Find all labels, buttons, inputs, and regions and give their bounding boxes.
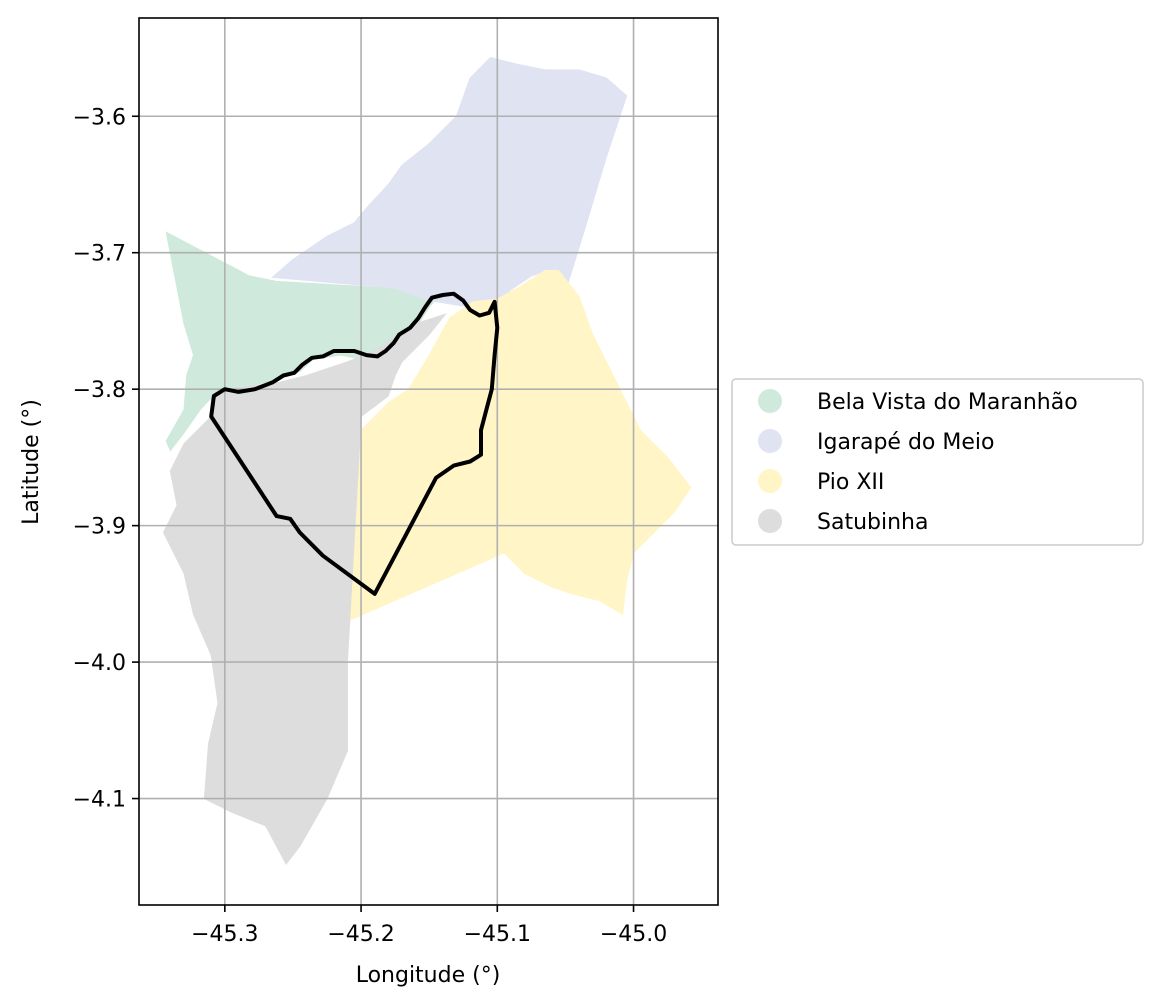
legend-label-satubinha: Satubinha [817,510,928,535]
y-tick-label: −3.9 [73,515,126,540]
x-tick-label: −45.2 [327,922,394,947]
municipality-outline [209,291,500,596]
region-igarape-do-meio [271,57,628,308]
x-tick-label: −45.0 [600,922,667,947]
x-axis-ticks: −45.3 −45.2 −45.1 −45.0 [191,905,667,947]
x-axis-label: Longitude (°) [356,963,501,988]
x-tick-label: −45.3 [191,922,258,947]
legend-label-pio-xii: Pio XII [817,470,884,495]
legend-label-bela-vista-do-maranhao: Bela Vista do Maranhão [817,390,1078,415]
legend-marker-bela-vista-do-maranhao [758,389,782,413]
y-axis-ticks: −3.6 −3.7 −3.8 −3.9 −4.0 −4.1 [73,105,139,813]
legend-label-igarape-do-meio: Igarapé do Meio [817,430,994,455]
y-tick-label: −4.0 [73,651,126,676]
outline-layer [209,291,500,596]
plot-frame [138,17,719,906]
grid-layer [139,18,718,905]
y-tick-label: −3.8 [73,378,126,403]
legend-marker-igarape-do-meio [758,429,782,453]
legend: Bela Vista do Maranhão Igarapé do Meio Pio… [731,378,1144,546]
plot-area [139,18,718,905]
legend-frame [731,378,1144,546]
x-tick-label: −45.1 [464,922,531,947]
legend-marker-satubinha [758,509,782,533]
y-tick-label: −3.7 [73,242,126,267]
y-axis-label: Latitude (°) [19,399,44,525]
y-tick-label: −4.1 [73,788,126,813]
legend-items: Bela Vista do Maranhão Igarapé do Meio Pio… [758,389,1078,535]
legend-marker-pio-xii [758,469,782,493]
y-tick-label: −3.6 [73,105,126,130]
